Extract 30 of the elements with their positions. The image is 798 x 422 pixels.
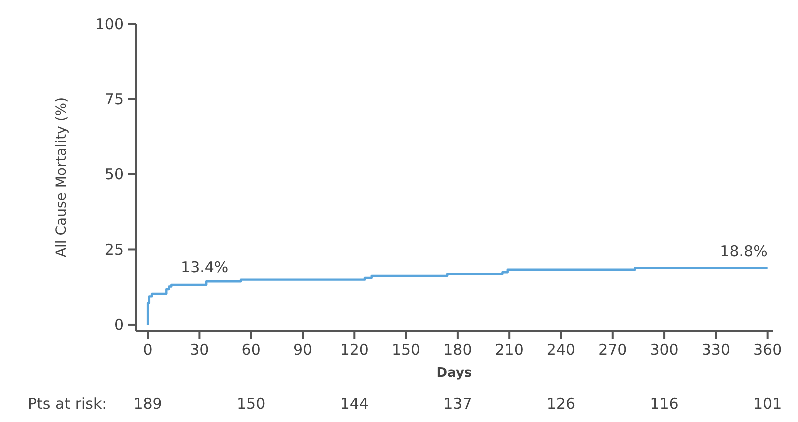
x-tick-label: 30: [190, 341, 210, 359]
x-tick-label: 360: [754, 341, 782, 359]
y-tick-label: 100: [95, 15, 124, 34]
x-tick-label: 180: [444, 341, 472, 359]
x-tick-label: 60: [242, 341, 261, 359]
x-tick-label: 300: [650, 341, 679, 359]
y-tick-label: 50: [104, 166, 124, 184]
text: Pts at risk:: [28, 395, 108, 413]
y-tick-label: 0: [114, 316, 124, 334]
text: 126: [546, 395, 576, 413]
x-tick-label: 90: [293, 341, 313, 359]
text: 116: [650, 395, 679, 413]
x-tick-label: 240: [546, 341, 576, 359]
x-tick-label: 0: [143, 341, 153, 359]
y-tick-label: 75: [104, 90, 124, 108]
text: 144: [340, 395, 369, 413]
annotation: 13.4%: [181, 258, 229, 277]
y-axis-title: All Cause Mortality (%): [54, 97, 70, 258]
x-axis-title: Days: [436, 366, 472, 381]
x-tick-label: 150: [392, 341, 421, 359]
x-tick-label: 120: [340, 341, 369, 359]
text: 189: [134, 395, 162, 413]
text: 101: [754, 395, 782, 413]
x-tick-label: 210: [495, 341, 524, 359]
x-tick-label: 270: [598, 341, 628, 359]
y-tick-label: 25: [104, 240, 124, 259]
annotation: 18.8%: [720, 242, 768, 260]
x-tick-label: 330: [702, 341, 731, 359]
text: 137: [444, 395, 472, 413]
text: 150: [237, 395, 266, 413]
